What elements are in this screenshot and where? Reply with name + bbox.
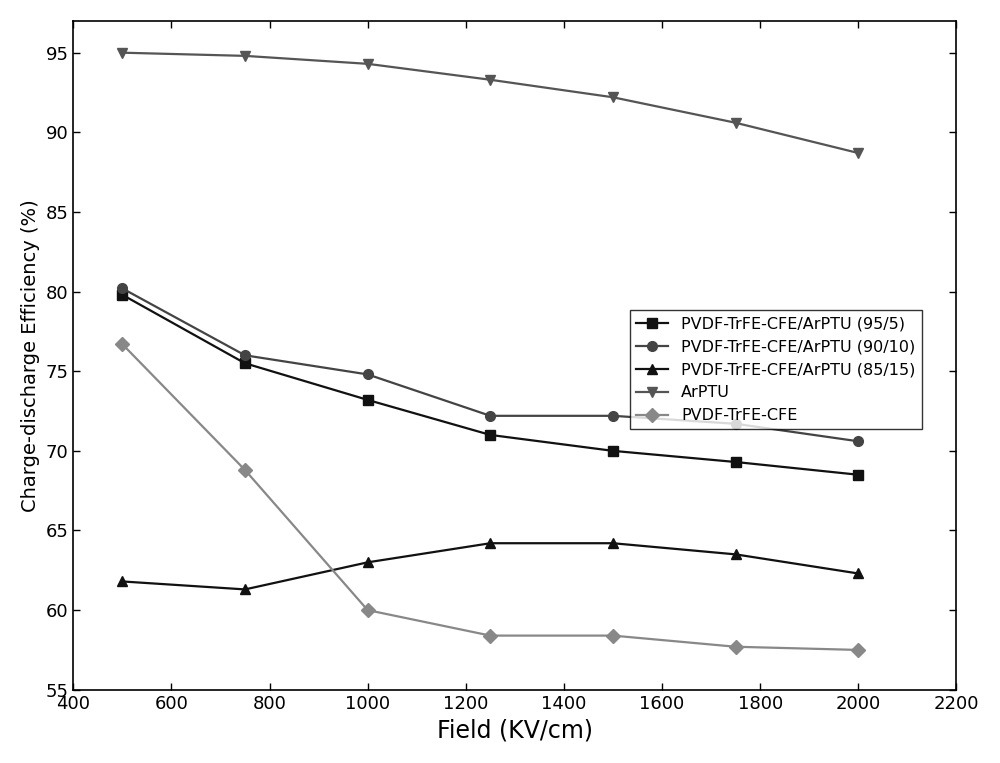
PVDF-TrFE-CFE (484, 631, 496, 640)
PVDF-TrFE-CFE/ArPTU (85/15) (239, 584, 251, 594)
Legend: PVDF-TrFE-CFE/ArPTU (95/5), PVDF-TrFE-CFE/ArPTU (90/10), PVDF-TrFE-CFE/ArPTU (85: PVDF-TrFE-CFE/ArPTU (95/5), PVDF-TrFE-CF… (630, 310, 922, 430)
ArPTU (484, 76, 496, 85)
Line: ArPTU: ArPTU (117, 48, 863, 158)
PVDF-TrFE-CFE/ArPTU (90/10) (116, 284, 128, 293)
PVDF-TrFE-CFE/ArPTU (85/15) (362, 558, 374, 567)
PVDF-TrFE-CFE/ArPTU (85/15) (116, 577, 128, 586)
PVDF-TrFE-CFE/ArPTU (95/5) (607, 446, 619, 456)
Y-axis label: Charge-discharge Efficiency (%): Charge-discharge Efficiency (%) (21, 199, 40, 512)
X-axis label: Field (KV/cm): Field (KV/cm) (437, 718, 593, 742)
PVDF-TrFE-CFE/ArPTU (90/10) (362, 370, 374, 379)
PVDF-TrFE-CFE (730, 642, 742, 652)
PVDF-TrFE-CFE/ArPTU (90/10) (239, 351, 251, 360)
PVDF-TrFE-CFE/ArPTU (95/5) (484, 430, 496, 439)
PVDF-TrFE-CFE/ArPTU (95/5) (852, 470, 864, 479)
PVDF-TrFE-CFE/ArPTU (95/5) (116, 290, 128, 299)
PVDF-TrFE-CFE (239, 465, 251, 475)
Line: PVDF-TrFE-CFE/ArPTU (95/5): PVDF-TrFE-CFE/ArPTU (95/5) (117, 290, 863, 480)
PVDF-TrFE-CFE/ArPTU (90/10) (607, 411, 619, 420)
PVDF-TrFE-CFE (852, 645, 864, 655)
PVDF-TrFE-CFE/ArPTU (90/10) (484, 411, 496, 420)
Line: PVDF-TrFE-CFE/ArPTU (85/15): PVDF-TrFE-CFE/ArPTU (85/15) (117, 539, 863, 594)
ArPTU (852, 149, 864, 158)
PVDF-TrFE-CFE/ArPTU (95/5) (362, 395, 374, 404)
PVDF-TrFE-CFE/ArPTU (85/15) (852, 569, 864, 578)
PVDF-TrFE-CFE/ArPTU (95/5) (730, 458, 742, 467)
PVDF-TrFE-CFE/ArPTU (85/15) (484, 539, 496, 548)
PVDF-TrFE-CFE/ArPTU (95/5) (239, 359, 251, 368)
PVDF-TrFE-CFE/ArPTU (85/15) (607, 539, 619, 548)
ArPTU (730, 118, 742, 127)
ArPTU (362, 60, 374, 69)
ArPTU (607, 92, 619, 101)
PVDF-TrFE-CFE (362, 606, 374, 615)
PVDF-TrFE-CFE/ArPTU (90/10) (730, 419, 742, 428)
PVDF-TrFE-CFE/ArPTU (90/10) (852, 436, 864, 446)
Line: PVDF-TrFE-CFE/ArPTU (90/10): PVDF-TrFE-CFE/ArPTU (90/10) (117, 284, 863, 446)
PVDF-TrFE-CFE (607, 631, 619, 640)
PVDF-TrFE-CFE (116, 340, 128, 349)
ArPTU (116, 48, 128, 57)
ArPTU (239, 51, 251, 60)
Line: PVDF-TrFE-CFE: PVDF-TrFE-CFE (117, 340, 863, 655)
PVDF-TrFE-CFE/ArPTU (85/15) (730, 550, 742, 559)
